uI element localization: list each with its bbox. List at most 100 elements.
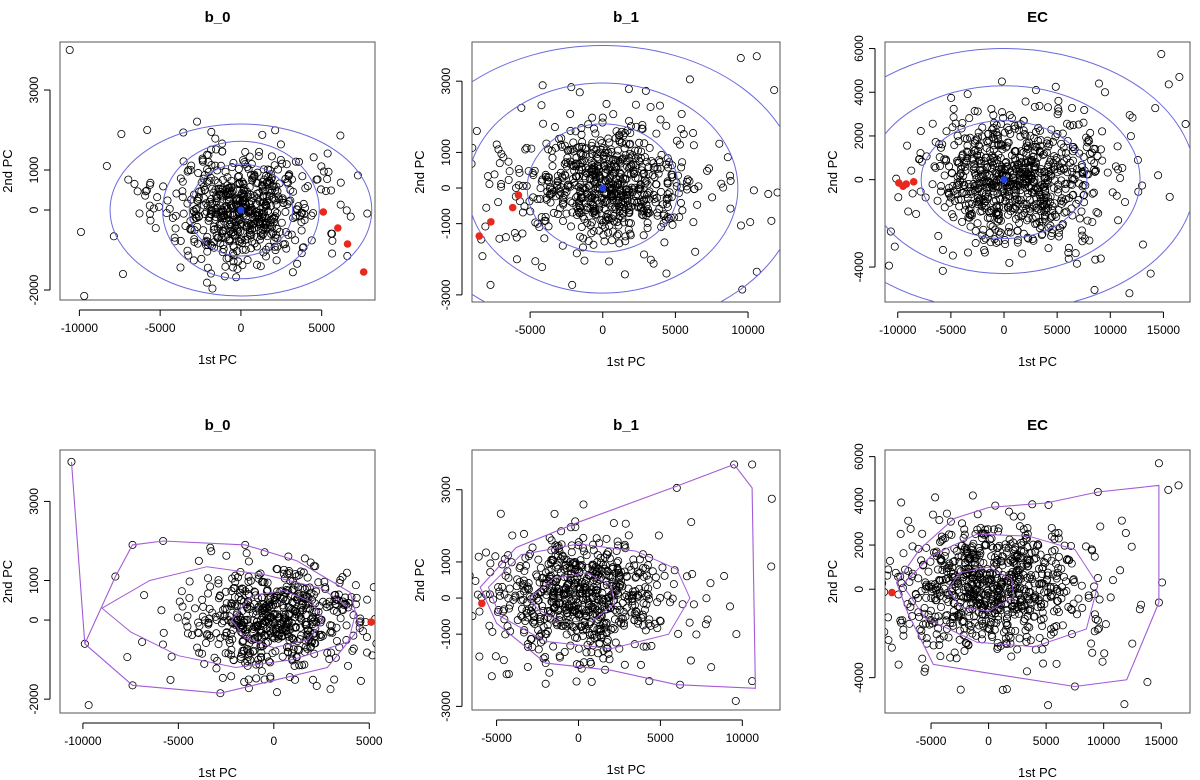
- data-point: [263, 178, 272, 187]
- data-point: [123, 653, 132, 662]
- y-tick-label: 1000: [439, 548, 453, 575]
- y-tick-label: 2000: [852, 531, 866, 558]
- data-point: [1054, 104, 1063, 113]
- data-point: [1158, 578, 1167, 587]
- data-point: [1038, 230, 1047, 239]
- y-tick-label: 1000: [27, 156, 41, 183]
- data-point: [945, 561, 954, 570]
- data-point: [387, 580, 394, 587]
- data-point: [1022, 573, 1031, 582]
- y-tick-label: 2000: [852, 122, 866, 149]
- data-point: [483, 172, 492, 181]
- data-point: [338, 572, 347, 581]
- data-point: [309, 209, 318, 218]
- data-point: [1066, 180, 1075, 189]
- data-point: [957, 610, 966, 619]
- data-point: [191, 205, 200, 214]
- data-point: [592, 611, 601, 620]
- data-point: [346, 212, 355, 221]
- data-point: [662, 121, 671, 130]
- data-point: [993, 134, 1002, 143]
- data-point: [719, 183, 728, 192]
- data-point: [596, 558, 605, 567]
- data-point: [571, 607, 580, 616]
- data-point: [1005, 223, 1014, 232]
- data-point: [631, 146, 640, 155]
- data-point: [562, 209, 571, 218]
- data-point: [961, 638, 970, 647]
- y-tick-label: 0: [439, 184, 453, 191]
- data-point: [984, 624, 993, 633]
- data-point: [949, 104, 958, 113]
- data-point: [265, 594, 274, 603]
- data-point: [961, 166, 970, 175]
- data-point: [968, 200, 977, 209]
- data-point: [992, 201, 1001, 210]
- data-point: [947, 168, 956, 177]
- data-point: [1049, 628, 1058, 637]
- data-point: [222, 599, 231, 608]
- data-point: [494, 198, 503, 207]
- x-tick-label: 5000: [1044, 323, 1071, 337]
- data-point: [540, 234, 549, 243]
- data-point: [310, 616, 319, 625]
- data-point: [906, 602, 915, 611]
- y-tick-label: 4000: [852, 79, 866, 106]
- data-point: [579, 533, 588, 542]
- data-point: [615, 583, 624, 592]
- data-point: [629, 166, 638, 175]
- data-point: [616, 173, 625, 182]
- data-point: [644, 188, 653, 197]
- data-point: [335, 643, 344, 652]
- data-point: [582, 189, 591, 198]
- data-point: [571, 159, 580, 168]
- data-point: [968, 542, 977, 551]
- data-point: [556, 140, 565, 149]
- outlier-point: [508, 203, 517, 212]
- data-point: [974, 193, 983, 202]
- data-point: [918, 529, 927, 538]
- data-point: [966, 210, 975, 219]
- data-point: [996, 582, 1005, 591]
- data-point: [967, 149, 976, 158]
- data-point: [629, 160, 638, 169]
- data-point: [968, 154, 977, 163]
- fence-hull: [70, 461, 361, 694]
- y-tick-label: 3000: [439, 476, 453, 503]
- data-point: [618, 598, 627, 607]
- data-point: [278, 194, 287, 203]
- data-point: [227, 672, 236, 681]
- data-point: [985, 625, 994, 634]
- data-point: [295, 661, 304, 670]
- data-point: [1052, 153, 1061, 162]
- data-point: [229, 211, 238, 220]
- data-point: [239, 179, 248, 188]
- data-point: [1009, 512, 1018, 521]
- data-point: [260, 578, 269, 587]
- data-point: [994, 524, 1003, 533]
- data-point: [211, 212, 220, 221]
- data-point: [250, 172, 259, 181]
- data-point: [1096, 254, 1105, 263]
- outlier-point: [909, 178, 918, 186]
- data-point: [376, 593, 383, 600]
- data-point: [298, 597, 307, 606]
- data-point: [194, 618, 203, 627]
- data-point: [969, 612, 978, 621]
- data-point: [885, 580, 887, 587]
- data-point: [590, 609, 599, 618]
- data-point: [1019, 116, 1028, 125]
- data-point: [1005, 198, 1014, 207]
- data-point: [916, 187, 925, 196]
- bag-group: [487, 543, 691, 650]
- data-point: [885, 565, 893, 574]
- data-point: [962, 639, 971, 648]
- data-point: [979, 225, 988, 234]
- data-point: [183, 629, 192, 638]
- data-point: [612, 190, 621, 199]
- data-point: [587, 218, 596, 227]
- data-point: [219, 240, 228, 249]
- data-point: [981, 541, 990, 550]
- data-point: [474, 552, 483, 561]
- data-point: [1023, 524, 1032, 533]
